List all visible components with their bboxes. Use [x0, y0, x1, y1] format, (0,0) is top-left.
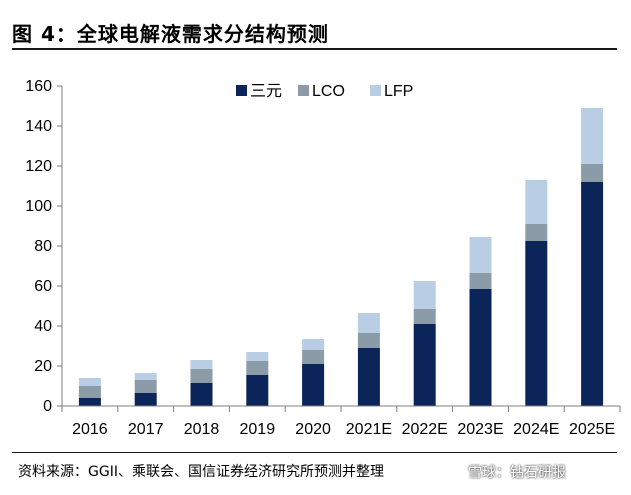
bar-segment: [246, 352, 269, 361]
x-tick-label: 2023E: [457, 421, 503, 438]
bar-segment: [357, 348, 380, 406]
legend-swatch: [298, 85, 309, 96]
bar-segment: [357, 313, 380, 333]
x-tick-label: 2020: [295, 421, 331, 438]
bar-segment: [413, 324, 436, 406]
title-bar: 图 4：全球电解液需求分结构预测: [12, 14, 617, 46]
bar-segment: [190, 383, 213, 406]
legend-label: LFP: [384, 83, 413, 100]
bar-segment: [525, 224, 548, 241]
x-tick-label: 2021E: [346, 421, 392, 438]
legend-swatch: [370, 85, 381, 96]
legend-swatch: [236, 85, 247, 96]
x-tick-label: 2022E: [402, 421, 448, 438]
bar-segment: [246, 375, 269, 406]
bar-segment: [190, 369, 213, 383]
y-tick-label: 0: [43, 398, 52, 415]
bar-segment: [190, 360, 213, 369]
bar-segment: [413, 281, 436, 309]
bar-segment: [581, 182, 604, 406]
bar-segment: [78, 398, 101, 406]
bar-segment: [357, 333, 380, 348]
bar-segment: [302, 350, 325, 364]
y-tick-label: 60: [34, 278, 52, 295]
bar-segment: [413, 309, 436, 324]
bar-segment: [246, 361, 269, 375]
x-tick-label: 2019: [240, 421, 276, 438]
bar-segment: [525, 241, 548, 406]
bar-segment: [134, 393, 157, 406]
y-tick-label: 40: [34, 318, 52, 335]
source-divider: [12, 452, 617, 453]
bar-segment: [469, 273, 492, 289]
bar-segment: [78, 378, 101, 386]
bar-segment: [581, 164, 604, 182]
bar-segment: [134, 380, 157, 393]
bar-segment: [134, 373, 157, 380]
bar-segment: [469, 237, 492, 273]
x-tick-label: 2018: [184, 421, 220, 438]
y-tick-label: 160: [25, 78, 52, 95]
x-axis: 2016 2017 2018 2019 2020 2021E 2022E 2023E 2024E…: [61, 405, 621, 438]
x-tick-label: 2017: [128, 421, 164, 438]
bar-segment: [78, 386, 101, 398]
bar-segment: [525, 180, 548, 224]
y-tick-label: 140: [25, 118, 52, 135]
bar-segment: [302, 364, 325, 406]
y-tick-label: 80: [34, 238, 52, 255]
bar-segment: [581, 108, 604, 164]
x-tick-label: 2016: [72, 421, 108, 438]
y-tick-label: 100: [25, 198, 52, 215]
x-tick-label: 2024E: [513, 421, 559, 438]
title-divider: [12, 48, 617, 50]
legend: 三元 LCO LFP: [236, 83, 413, 100]
legend-label: LCO: [312, 83, 345, 100]
legend-label: 三元: [250, 83, 282, 100]
x-tick-label: 2025E: [569, 421, 615, 438]
y-tick-label: 120: [25, 158, 52, 175]
bar-segment: [469, 289, 492, 406]
watermark: 雪球：钻石研报: [468, 465, 566, 481]
source-note: 资料来源：GGII、乘联会、国信证券经济研究所预测并整理: [18, 464, 384, 480]
bar-segment: [302, 339, 325, 350]
y-tick-label: 20: [34, 358, 52, 375]
y-axis: 0 20 40 60 80 100 120 140 160: [25, 78, 63, 415]
chart-title: 图 4：全球电解液需求分结构预测: [12, 22, 329, 46]
bars: [78, 108, 604, 406]
